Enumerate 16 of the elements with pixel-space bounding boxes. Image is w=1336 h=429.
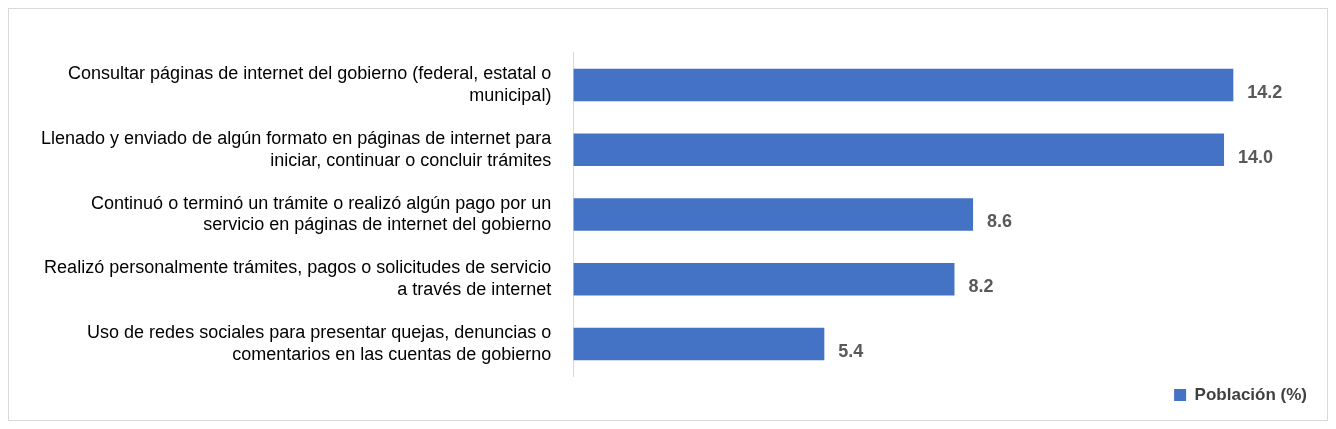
y-tick-label: Llenado y enviado de algún formato en páginas de internet para iniciar, continuar o concluir trámites <box>41 127 553 170</box>
bar <box>573 327 825 361</box>
bar <box>573 198 974 231</box>
y-tick-label: Realizó personalmente trámites, pagos o solicitudes de servicio a través de internet <box>44 257 552 300</box>
data-label: 14.2 <box>1247 81 1283 102</box>
data-label: 8.2 <box>968 276 994 297</box>
y-tick-label: Continuó o terminó un trámite o realizó algún pago por un servicio en páginas de internet del gobierno <box>91 192 552 235</box>
bar <box>573 263 955 296</box>
y-tick-label: Uso de redes sociales para presentar quejas, denuncias o comentarios en las cuentas de gobierno <box>87 322 552 364</box>
legend-label: Población (%) <box>1194 384 1308 404</box>
y-tick-label: Consultar páginas de internet del gobierno (federal, estatal o municipal) <box>68 63 552 105</box>
data-label: 8.6 <box>987 211 1013 232</box>
bar <box>573 68 1234 102</box>
data-label: 14.0 <box>1238 146 1274 167</box>
bar <box>573 133 1225 166</box>
data-label: 5.4 <box>838 340 864 361</box>
